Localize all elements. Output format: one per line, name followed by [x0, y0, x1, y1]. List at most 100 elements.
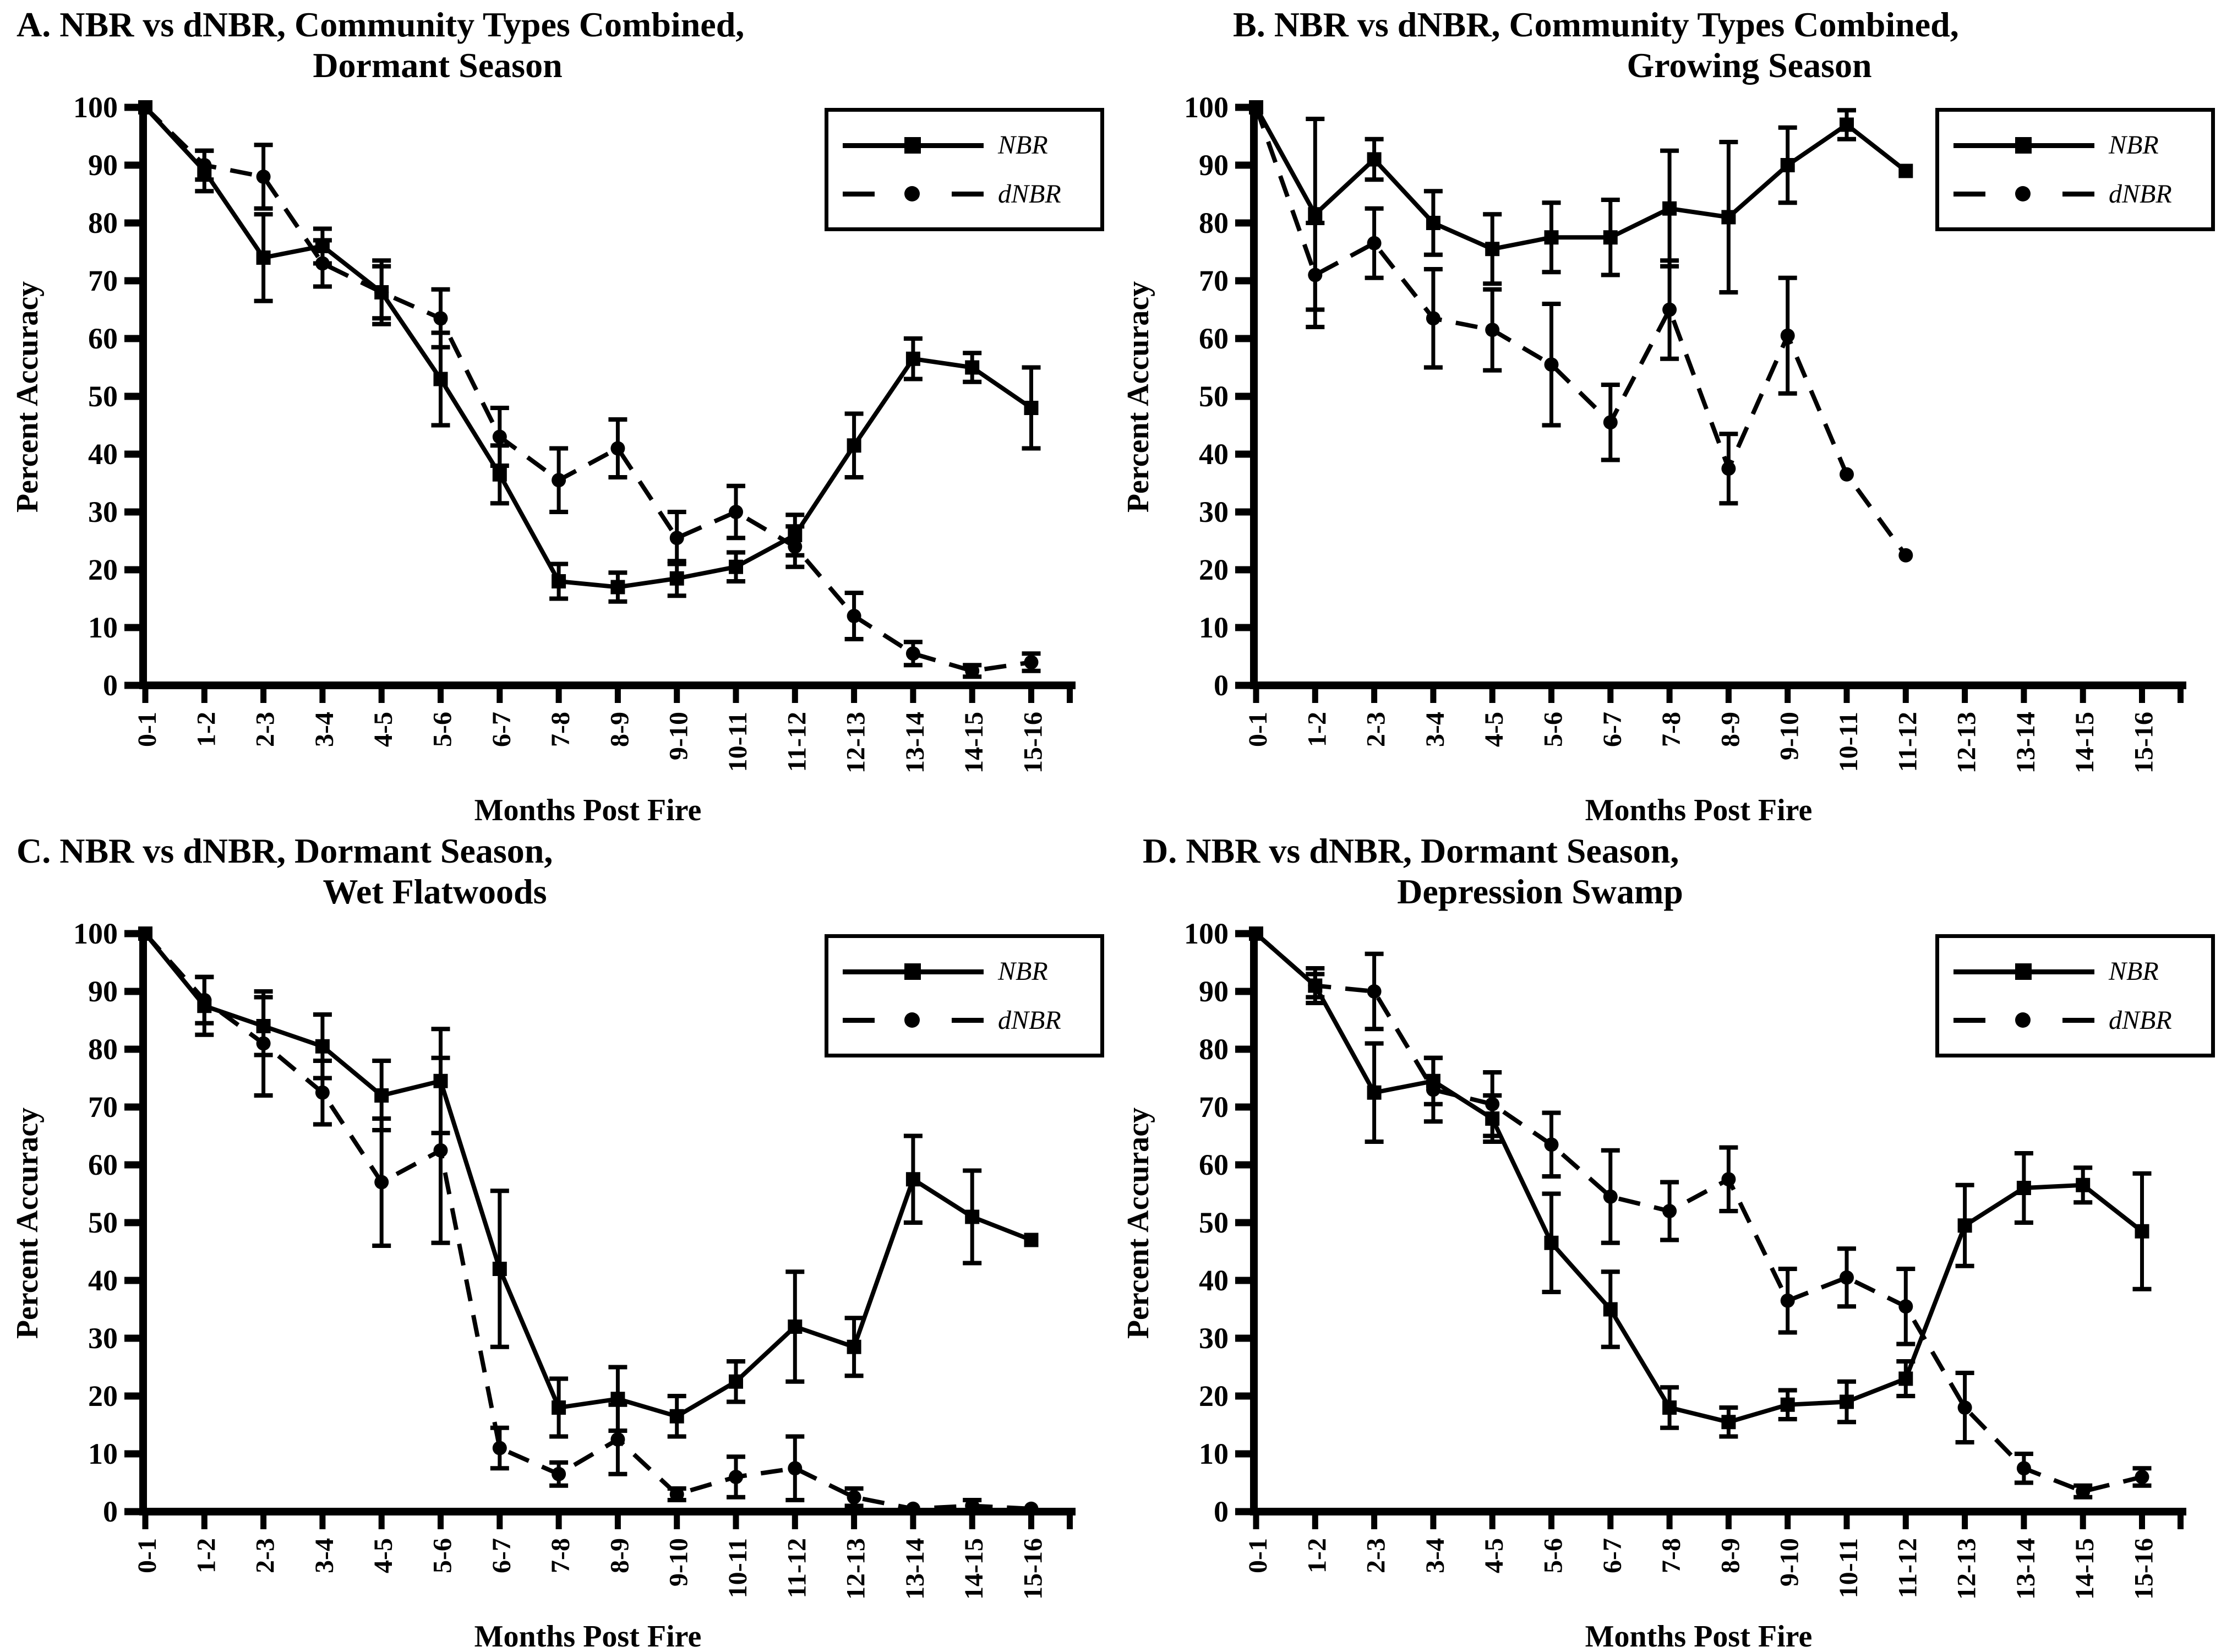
nbr-square-marker	[1898, 163, 1913, 178]
panel-b-chart: 0 10 20 30 40 50 60 70 80 90 100 0-1 1-2 2-3 3-4 4-5 5-6…	[1184, 91, 2186, 773]
dnbr-circle-marker	[2135, 1470, 2149, 1484]
y-tick-label: 0	[1214, 1495, 1229, 1528]
nbr-square-marker	[610, 1392, 625, 1406]
y-tick-label: 90	[88, 149, 118, 182]
legend-row-dnbr: dNBR	[1953, 179, 2201, 209]
x-tick-label: 11-12	[782, 1538, 811, 1598]
nbr-square-marker	[256, 250, 271, 265]
nbr-square-marker	[2016, 1181, 2031, 1195]
nbr-square-marker	[1603, 230, 1618, 245]
panel-a: A. NBR vs dNBR, Community Types Combined…	[0, 0, 1110, 827]
dnbr-circle-marker	[1024, 655, 1039, 669]
dnbr-circle-marker	[669, 1487, 684, 1502]
dnbr-circle-marker	[1780, 1293, 1795, 1308]
dnbr-circle-marker	[1603, 1189, 1618, 1204]
x-tick-label: 13-14	[901, 712, 930, 773]
x-tick-label: 14-15	[2070, 1538, 2099, 1600]
x-tick-label: 15-16	[1019, 712, 1048, 773]
y-tick-label: 70	[1199, 1091, 1229, 1124]
dnbr-circle-marker	[1898, 1299, 1913, 1314]
panel-d-title-line1: D. NBR vs dNBR, Dormant Season,	[1143, 831, 1679, 870]
x-tick-label: 13-14	[2011, 1538, 2040, 1600]
y-tick-label: 100	[73, 91, 118, 124]
nbr-square-marker	[788, 1320, 803, 1334]
dnbr-line	[1254, 931, 2143, 1494]
y-tick-label: 90	[1199, 149, 1229, 182]
y-tick-label: 80	[1199, 1033, 1229, 1066]
panel-b-legend: NBR dNBR	[1935, 108, 2215, 231]
dnbr-circle-marker	[315, 1085, 330, 1100]
x-tick-label: 0-1	[1243, 1538, 1273, 1573]
panel-d-x-axis-label: Months Post Fire	[1585, 1620, 1813, 1652]
nbr-square-marker	[1426, 216, 1440, 230]
dnbr-dashed-line-circle-icon	[1953, 1010, 2094, 1031]
y-tick-label: 50	[1199, 380, 1229, 413]
dnbr-line	[144, 932, 1032, 1511]
y-tick-label: 20	[88, 1380, 118, 1413]
y-tick-label: 20	[88, 553, 118, 586]
x-tick-label: 3-4	[1421, 1538, 1450, 1573]
dnbr-circle-marker	[965, 1498, 980, 1513]
x-tick-label: 9-10	[1775, 712, 1804, 760]
nbr-square-marker	[669, 571, 684, 586]
x-tick-label: 3-4	[310, 1538, 339, 1573]
x-tick-label: 9-10	[664, 1538, 694, 1586]
dnbr-circle-marker	[1898, 548, 1913, 563]
x-tick-label: 6-7	[487, 1538, 516, 1573]
panel-c-y-axis-label: Percent Accuracy	[10, 1107, 45, 1339]
x-tick-label: 5-6	[428, 1538, 457, 1573]
panel-a-title-line2: Dormant Season	[313, 46, 563, 85]
y-tick-label: 30	[88, 1322, 118, 1355]
plot-area: 0 10 20 30 40 50 60 70 80 90 100 0-1 1-2 2-3 3-4 4-5 5-6…	[1184, 917, 2186, 1600]
nbr-square-marker	[552, 574, 566, 588]
dnbr-line	[1254, 106, 1908, 557]
x-tick-label: 11-12	[1893, 1538, 1922, 1598]
x-tick-label: 8-9	[1716, 712, 1745, 747]
nbr-square-marker	[610, 580, 625, 595]
panel-c-title: C. NBR vs dNBR, Dormant Season, Wet Flat…	[0, 831, 1110, 912]
x-tick-label: 11-12	[1893, 712, 1922, 772]
panel-d-legend: NBR dNBR	[1935, 934, 2215, 1057]
x-tick-label: 0-1	[133, 1538, 162, 1573]
dnbr-circle-marker	[1957, 1400, 1972, 1415]
nbr-square-marker	[729, 1374, 743, 1389]
dnbr-circle-marker	[1840, 467, 1854, 482]
dnbr-circle-marker	[256, 170, 271, 184]
y-tick-label: 0	[103, 669, 118, 702]
y-tick-label: 40	[1199, 1264, 1229, 1297]
x-tick-label: 4-5	[1480, 1538, 1509, 1573]
nbr-square-marker	[552, 1400, 566, 1415]
dnbr-circle-marker	[492, 1441, 507, 1455]
nbr-markers	[1249, 100, 1913, 257]
nbr-square-marker	[905, 351, 920, 366]
y-tick-label: 30	[1199, 495, 1229, 528]
nbr-square-marker	[315, 239, 330, 253]
dnbr-circle-marker	[1485, 1097, 1500, 1111]
dnbr-circle-marker	[729, 1470, 743, 1484]
nbr-square-marker	[965, 1209, 980, 1224]
x-tick-label: 12-13	[842, 1538, 871, 1600]
nbr-square-marker	[138, 926, 152, 941]
nbr-square-marker	[788, 528, 803, 542]
y-tick-label: 60	[88, 1148, 118, 1181]
nbr-markers	[138, 926, 1039, 1424]
panel-a-legend: NBR dNBR	[825, 108, 1104, 231]
x-tick-label: 15-16	[1019, 1538, 1048, 1600]
x-tick-label: 0-1	[1243, 712, 1273, 747]
y-tick-label: 20	[1199, 553, 1229, 586]
nbr-square-marker	[1544, 230, 1559, 245]
legend-row-dnbr: dNBR	[843, 179, 1090, 209]
y-tick-label: 60	[1199, 322, 1229, 355]
legend-label-nbr: NBR	[2109, 957, 2159, 986]
nbr-square-marker	[669, 1409, 684, 1424]
nbr-square-marker	[1957, 1218, 1972, 1233]
nbr-square-marker	[847, 1339, 861, 1354]
dnbr-circle-marker	[552, 473, 566, 488]
dnbr-circle-marker	[788, 1461, 803, 1476]
x-tick-label: 13-14	[2011, 712, 2040, 773]
dnbr-circle-marker	[1367, 984, 1382, 999]
y-tick-label: 50	[88, 1206, 118, 1239]
x-tick-label: 12-13	[842, 712, 871, 773]
dnbr-circle-marker	[1544, 1137, 1559, 1152]
